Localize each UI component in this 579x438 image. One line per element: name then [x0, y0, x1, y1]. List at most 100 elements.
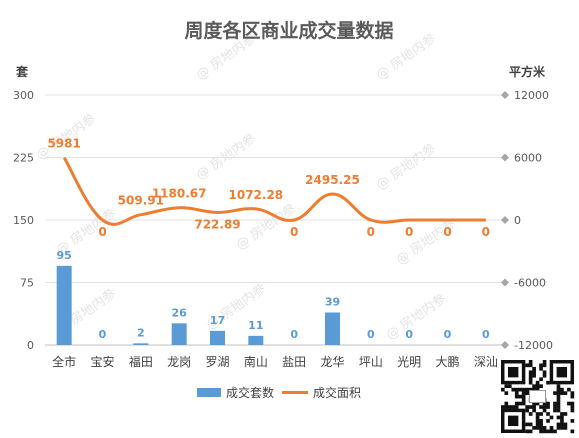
qr-module [521, 398, 526, 402]
qr-module [556, 422, 561, 427]
x-tick-label: 龙华 [320, 355, 344, 369]
qr-module [553, 401, 557, 406]
qr-module [528, 429, 533, 434]
line-data-label: 0 [367, 225, 375, 239]
y-right-tick-marker [501, 91, 509, 99]
qr-module [549, 415, 554, 420]
bar-data-label: 0 [405, 328, 413, 341]
qr-module [532, 401, 536, 406]
qr-module [556, 415, 561, 420]
legend-swatch-bars [197, 388, 221, 397]
bar-data-label: 17 [210, 314, 225, 327]
watermark-text: @ 房地内参 [373, 141, 439, 194]
x-tick-label: 全市 [52, 354, 76, 369]
qr-module [535, 401, 540, 406]
qr-module [563, 426, 568, 430]
y-left-tick-label: 300 [13, 89, 34, 102]
bar [133, 343, 149, 345]
qr-module [539, 422, 543, 427]
x-tick-label: 光明 [397, 355, 421, 369]
qr-module [535, 419, 540, 423]
line-data-label: 1072.28 [229, 188, 284, 202]
qr-module [535, 415, 540, 420]
qr-module [507, 384, 512, 389]
qr-module [539, 405, 543, 409]
qr-module [532, 405, 536, 409]
y-right-tick-label: 12000 [514, 89, 549, 102]
line-data-label: 0 [443, 225, 451, 239]
bar-data-label: 0 [367, 328, 375, 341]
bar [210, 330, 225, 345]
x-axis: 全市 宝安 福田 龙岗 罗湖 南山 盐田 龙华 坪山 光明 大鹏 深汕 [52, 354, 498, 369]
qr-finder-core [556, 366, 568, 378]
y-right-unit: 平方米 [509, 64, 546, 79]
qr-module [563, 422, 568, 427]
qr-module [501, 405, 505, 409]
qr-module [546, 405, 550, 409]
qr-module [525, 387, 530, 392]
qr-module [501, 387, 505, 392]
bar-data-label: 0 [444, 328, 452, 341]
legend-label-bars: 成交套数 [226, 385, 274, 400]
qr-module [507, 405, 512, 409]
qr-module [556, 384, 561, 389]
qr-module [546, 412, 550, 416]
qr-module [504, 384, 509, 389]
qr-module [556, 394, 561, 399]
x-tick-label: 坪山 [359, 355, 383, 369]
qr-module [521, 387, 526, 392]
qr-module [514, 391, 519, 395]
qr-module [511, 405, 516, 409]
qr-module [528, 412, 533, 416]
qr-module [504, 391, 509, 395]
qr-module [539, 429, 543, 434]
bar-data-label: 11 [248, 319, 263, 332]
bar [56, 265, 72, 345]
qr-module [549, 426, 554, 430]
line-data-label: 1180.67 [152, 187, 207, 201]
qr-module [528, 360, 533, 364]
qr-module [504, 401, 509, 406]
qr-module [556, 401, 561, 406]
y-right-tick-marker [501, 216, 509, 224]
qr-module [518, 401, 523, 406]
bar [248, 335, 264, 345]
bar-series: 95 0 2 26 17 11 0 39 0 0 0 0 [57, 249, 490, 345]
watermark-text: @ 房地内参 [393, 216, 459, 269]
qr-module [525, 405, 530, 409]
qr-module [518, 394, 523, 399]
y-right-tick-label: -6000 [514, 277, 546, 290]
line-data-label: 0 [290, 225, 298, 239]
qr-module [556, 408, 561, 413]
bar-data-label: 2 [137, 326, 145, 339]
line-data-label: 0 [482, 225, 490, 239]
qr-finder-core [507, 366, 519, 378]
qr-module [563, 391, 568, 395]
qr-module [521, 401, 526, 406]
qr-module [525, 422, 530, 427]
qr-module [542, 401, 547, 406]
series-line [62, 156, 486, 226]
watermark-text: @ 房地内参 [383, 291, 449, 344]
y-left-unit: 套 [15, 64, 29, 79]
qr-module [504, 405, 509, 409]
x-tick-label: 罗湖 [205, 354, 229, 369]
watermark-text: @ 房地内参 [193, 131, 259, 184]
qr-module [535, 380, 540, 385]
qr-module [553, 408, 557, 413]
y-right-tick-label: 0 [514, 214, 521, 227]
bar [171, 323, 187, 345]
x-tick-label: 福田 [129, 354, 153, 369]
line-data-label: 5981 [47, 137, 80, 151]
qr-module [525, 363, 530, 368]
qr-module [570, 408, 575, 413]
x-tick-label: 盐田 [282, 355, 306, 369]
qr-module [567, 387, 571, 392]
qr-module [560, 415, 564, 420]
x-tick-label: 深汕 [474, 355, 498, 369]
y-right-tick-marker [501, 341, 509, 349]
bar-data-label: 0 [482, 328, 490, 341]
qr-module [535, 387, 540, 392]
bar-data-label: 26 [172, 306, 188, 319]
